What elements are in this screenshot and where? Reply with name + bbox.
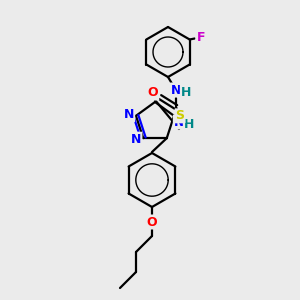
Text: N: N xyxy=(174,116,184,128)
Text: N: N xyxy=(171,83,181,97)
Text: O: O xyxy=(147,215,157,229)
Text: H: H xyxy=(181,85,191,98)
Text: N: N xyxy=(124,108,134,121)
Text: H: H xyxy=(184,118,194,130)
Text: S: S xyxy=(176,109,184,122)
Text: F: F xyxy=(196,31,205,44)
Text: O: O xyxy=(148,86,158,100)
Text: N: N xyxy=(131,133,141,146)
